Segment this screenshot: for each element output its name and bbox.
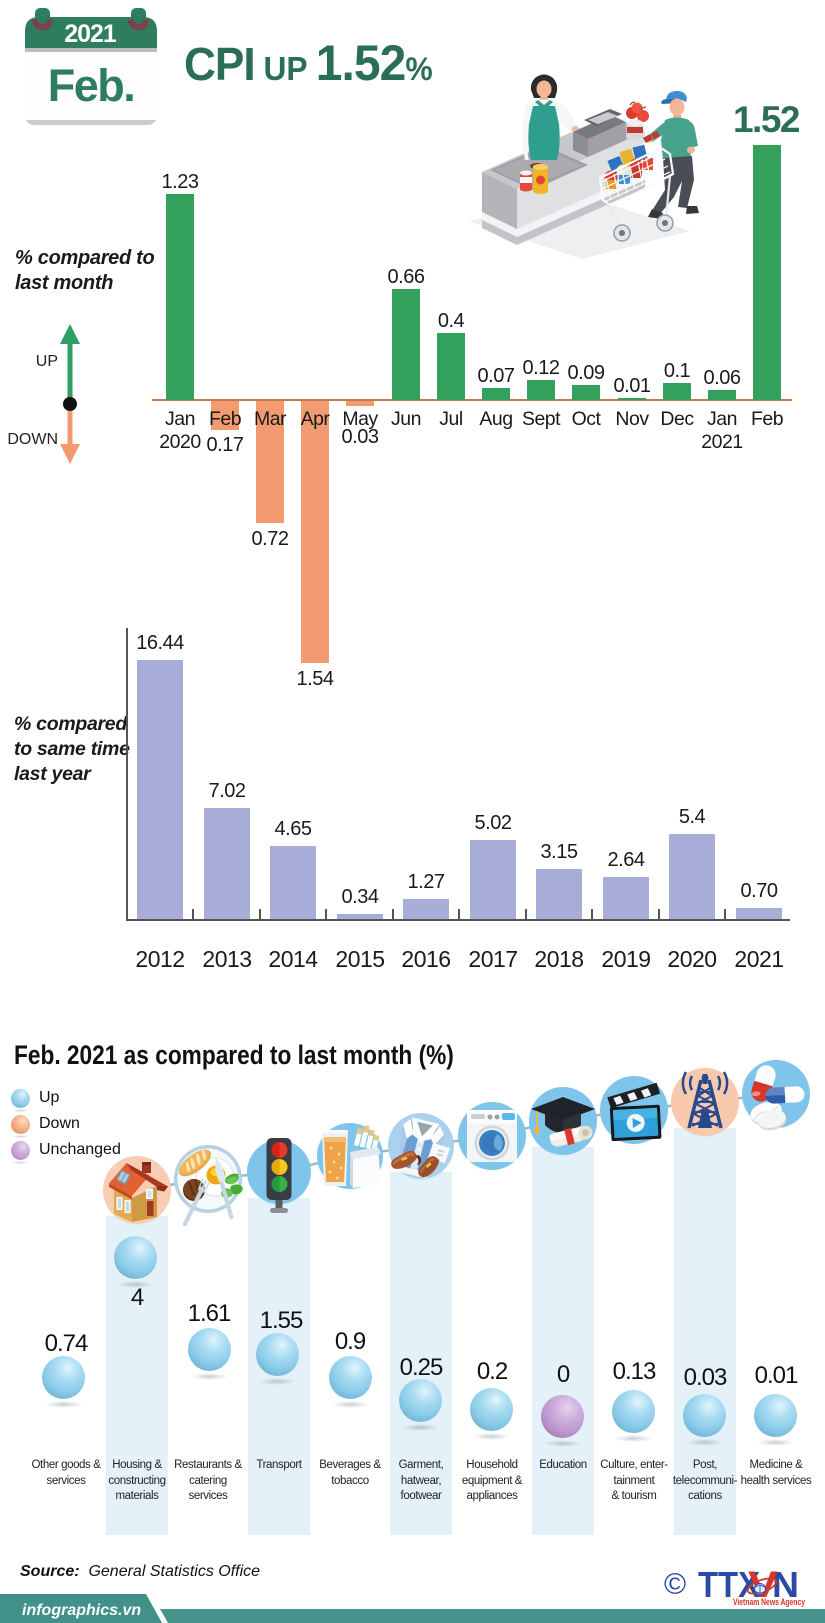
svg-text:©: ©	[664, 1568, 686, 1601]
svg-text:UP: UP	[36, 353, 58, 370]
svg-text:Feb.: Feb.	[48, 60, 135, 111]
svg-text:TTX: TTX	[698, 1564, 760, 1605]
svg-text:N: N	[772, 1564, 799, 1605]
svg-text:2021: 2021	[64, 20, 117, 48]
svg-text:infographics.vn: infographics.vn	[22, 1602, 141, 1619]
svg-text:DOWN: DOWN	[7, 431, 58, 448]
svg-text:Vietnam News Agency: Vietnam News Agency	[733, 1597, 806, 1608]
